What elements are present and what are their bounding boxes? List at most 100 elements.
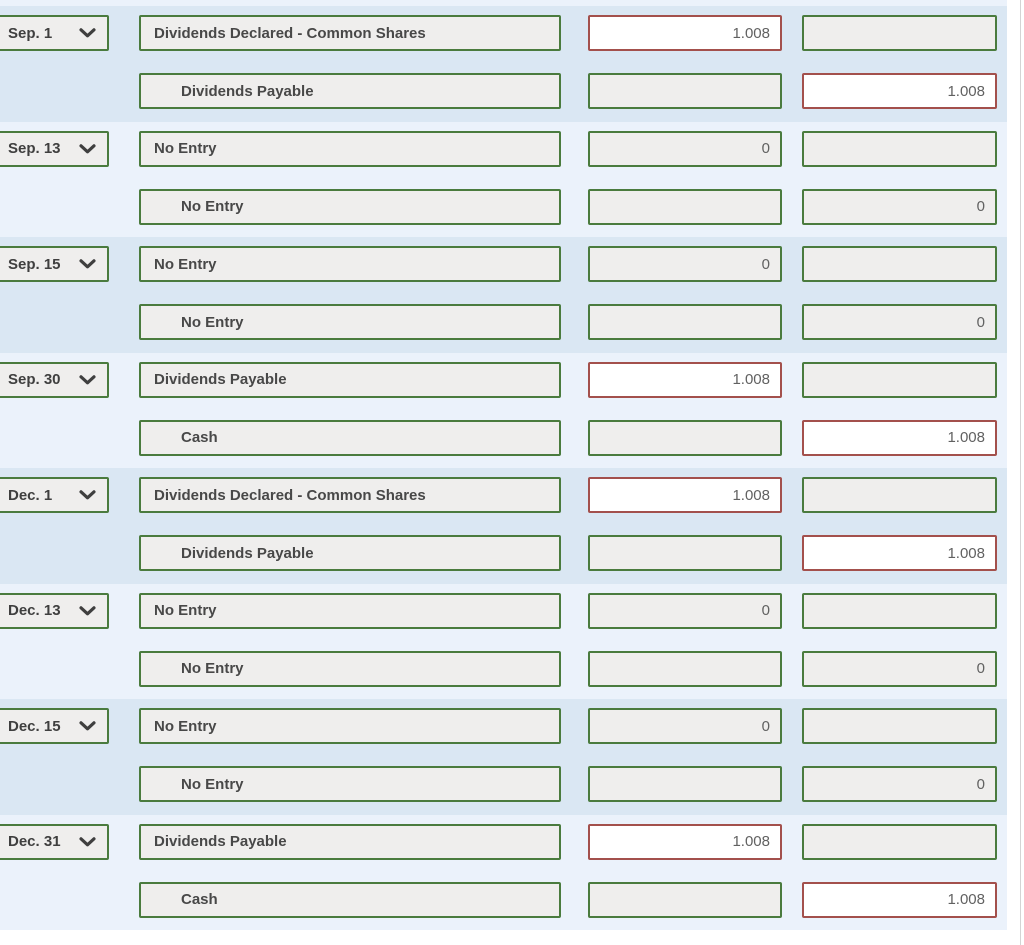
debit-line: Dec. 31 Dividends Payable 1.008 — [0, 823, 1007, 860]
account-title-field[interactable]: No Entry — [139, 650, 561, 687]
date-select-label: Sep. 13 — [8, 140, 61, 157]
date-spacer — [0, 882, 109, 918]
credit-amount-input[interactable]: 0 — [802, 650, 997, 687]
debit-amount-input[interactable] — [588, 419, 782, 456]
chevron-down-icon — [79, 259, 96, 269]
panel-edge-divider — [1020, 0, 1021, 945]
credit-amount-input[interactable] — [802, 823, 997, 860]
date-spacer — [0, 651, 109, 687]
debit-line: Dec. 13 No Entry 0 — [0, 592, 1007, 629]
date-select[interactable]: Sep. 15 — [0, 246, 109, 282]
credit-line: No Entry 0 — [0, 304, 1007, 340]
credit-amount-input[interactable]: 0 — [802, 304, 997, 340]
account-title-field[interactable]: No Entry — [139, 708, 561, 744]
chevron-down-icon — [79, 605, 96, 616]
date-select[interactable]: Dec. 15 — [0, 708, 109, 744]
journal-entry-block: Sep. 30 Dividends Payable 1.008 Cash 1.0… — [0, 352, 1007, 468]
date-spacer — [0, 189, 109, 225]
journal-entry-block: Dec. 1 Dividends Declared - Common Share… — [0, 468, 1007, 584]
chevron-down-icon — [79, 836, 96, 847]
credit-amount-input[interactable]: 1.008 — [802, 73, 997, 109]
date-select[interactable]: Dec. 13 — [0, 592, 109, 629]
credit-line: Cash 1.008 — [0, 881, 1007, 918]
chevron-down-icon — [79, 490, 96, 500]
credit-amount-input[interactable]: 0 — [802, 766, 997, 802]
credit-amount-input[interactable]: 1.008 — [802, 535, 997, 571]
debit-amount-input[interactable]: 1.008 — [588, 361, 782, 398]
credit-line: No Entry 0 — [0, 650, 1007, 687]
debit-amount-input[interactable] — [588, 73, 782, 109]
credit-amount-input[interactable]: 1.008 — [802, 881, 997, 918]
chevron-down-icon — [79, 374, 96, 385]
date-select-label: Dec. 13 — [8, 602, 61, 619]
journal-entries-list: Sep. 1 Dividends Declared - Common Share… — [0, 6, 1007, 930]
debit-line: Sep. 15 No Entry 0 — [0, 246, 1007, 282]
account-title-field[interactable]: No Entry — [139, 246, 561, 282]
credit-line: No Entry 0 — [0, 188, 1007, 225]
date-spacer — [0, 420, 109, 456]
account-title-field[interactable]: Dividends Payable — [139, 73, 561, 109]
debit-amount-input[interactable] — [588, 304, 782, 340]
debit-amount-input[interactable]: 0 — [588, 592, 782, 629]
debit-amount-input[interactable] — [588, 881, 782, 918]
journal-entry-block: Sep. 13 No Entry 0 No Entry 0 — [0, 121, 1007, 237]
account-title-field[interactable]: Dividends Declared - Common Shares — [139, 15, 561, 51]
date-select-label: Dec. 1 — [8, 486, 53, 504]
account-title-field[interactable]: Dividends Payable — [139, 823, 561, 860]
date-select[interactable]: Sep. 1 — [0, 15, 109, 51]
journal-entry-block: Dec. 15 No Entry 0 No Entry 0 — [0, 699, 1007, 815]
date-select[interactable]: Sep. 13 — [0, 130, 109, 167]
journal-entry-block: Sep. 15 No Entry 0 No Entry 0 — [0, 237, 1007, 353]
debit-amount-input[interactable] — [588, 188, 782, 225]
date-select[interactable]: Sep. 30 — [0, 361, 109, 398]
credit-amount-input[interactable] — [802, 15, 997, 51]
debit-amount-input[interactable]: 0 — [588, 708, 782, 744]
account-title-field[interactable]: Dividends Payable — [139, 535, 561, 571]
right-gutter — [1007, 0, 1024, 945]
credit-amount-input[interactable]: 0 — [802, 188, 997, 225]
previous-block-edge — [0, 0, 1007, 6]
credit-amount-input[interactable] — [802, 130, 997, 167]
account-title-field[interactable]: No Entry — [139, 592, 561, 629]
date-select[interactable]: Dec. 31 — [0, 823, 109, 860]
account-title-field[interactable]: No Entry — [139, 130, 561, 167]
journal-entries-panel: Sep. 1 Dividends Declared - Common Share… — [0, 0, 1007, 930]
date-select[interactable]: Dec. 1 — [0, 477, 109, 513]
date-spacer — [0, 766, 109, 802]
account-title-field[interactable]: Cash — [139, 419, 561, 456]
account-title-field[interactable]: Dividends Payable — [139, 361, 561, 398]
credit-amount-input[interactable] — [802, 361, 997, 398]
chevron-down-icon — [79, 721, 96, 731]
debit-line: Sep. 1 Dividends Declared - Common Share… — [0, 15, 1007, 51]
debit-amount-input[interactable]: 0 — [588, 130, 782, 167]
account-title-field[interactable]: No Entry — [139, 188, 561, 225]
credit-amount-input[interactable] — [802, 592, 997, 629]
credit-line: No Entry 0 — [0, 766, 1007, 802]
debit-amount-input[interactable] — [588, 766, 782, 802]
journal-entry-block: Dec. 13 No Entry 0 No Entry 0 — [0, 583, 1007, 699]
account-title-field[interactable]: No Entry — [139, 766, 561, 802]
debit-line: Sep. 30 Dividends Payable 1.008 — [0, 361, 1007, 398]
date-spacer — [0, 304, 109, 340]
credit-amount-input[interactable]: 1.008 — [802, 419, 997, 456]
account-title-field[interactable]: Cash — [139, 881, 561, 918]
debit-amount-input[interactable]: 1.008 — [588, 823, 782, 860]
credit-amount-input[interactable] — [802, 708, 997, 744]
credit-line: Dividends Payable 1.008 — [0, 535, 1007, 571]
account-title-field[interactable]: No Entry — [139, 304, 561, 340]
credit-line: Dividends Payable 1.008 — [0, 73, 1007, 109]
debit-line: Dec. 1 Dividends Declared - Common Share… — [0, 477, 1007, 513]
account-title-field[interactable]: Dividends Declared - Common Shares — [139, 477, 561, 513]
debit-amount-input[interactable]: 0 — [588, 246, 782, 282]
debit-line: Dec. 15 No Entry 0 — [0, 708, 1007, 744]
chevron-down-icon — [79, 28, 96, 38]
date-select-label: Dec. 31 — [8, 833, 61, 850]
credit-amount-input[interactable] — [802, 246, 997, 282]
debit-amount-input[interactable]: 1.008 — [588, 15, 782, 51]
debit-amount-input[interactable] — [588, 650, 782, 687]
chevron-down-icon — [79, 143, 96, 154]
debit-amount-input[interactable]: 1.008 — [588, 477, 782, 513]
date-select-label: Sep. 15 — [8, 255, 61, 273]
credit-amount-input[interactable] — [802, 477, 997, 513]
debit-amount-input[interactable] — [588, 535, 782, 571]
